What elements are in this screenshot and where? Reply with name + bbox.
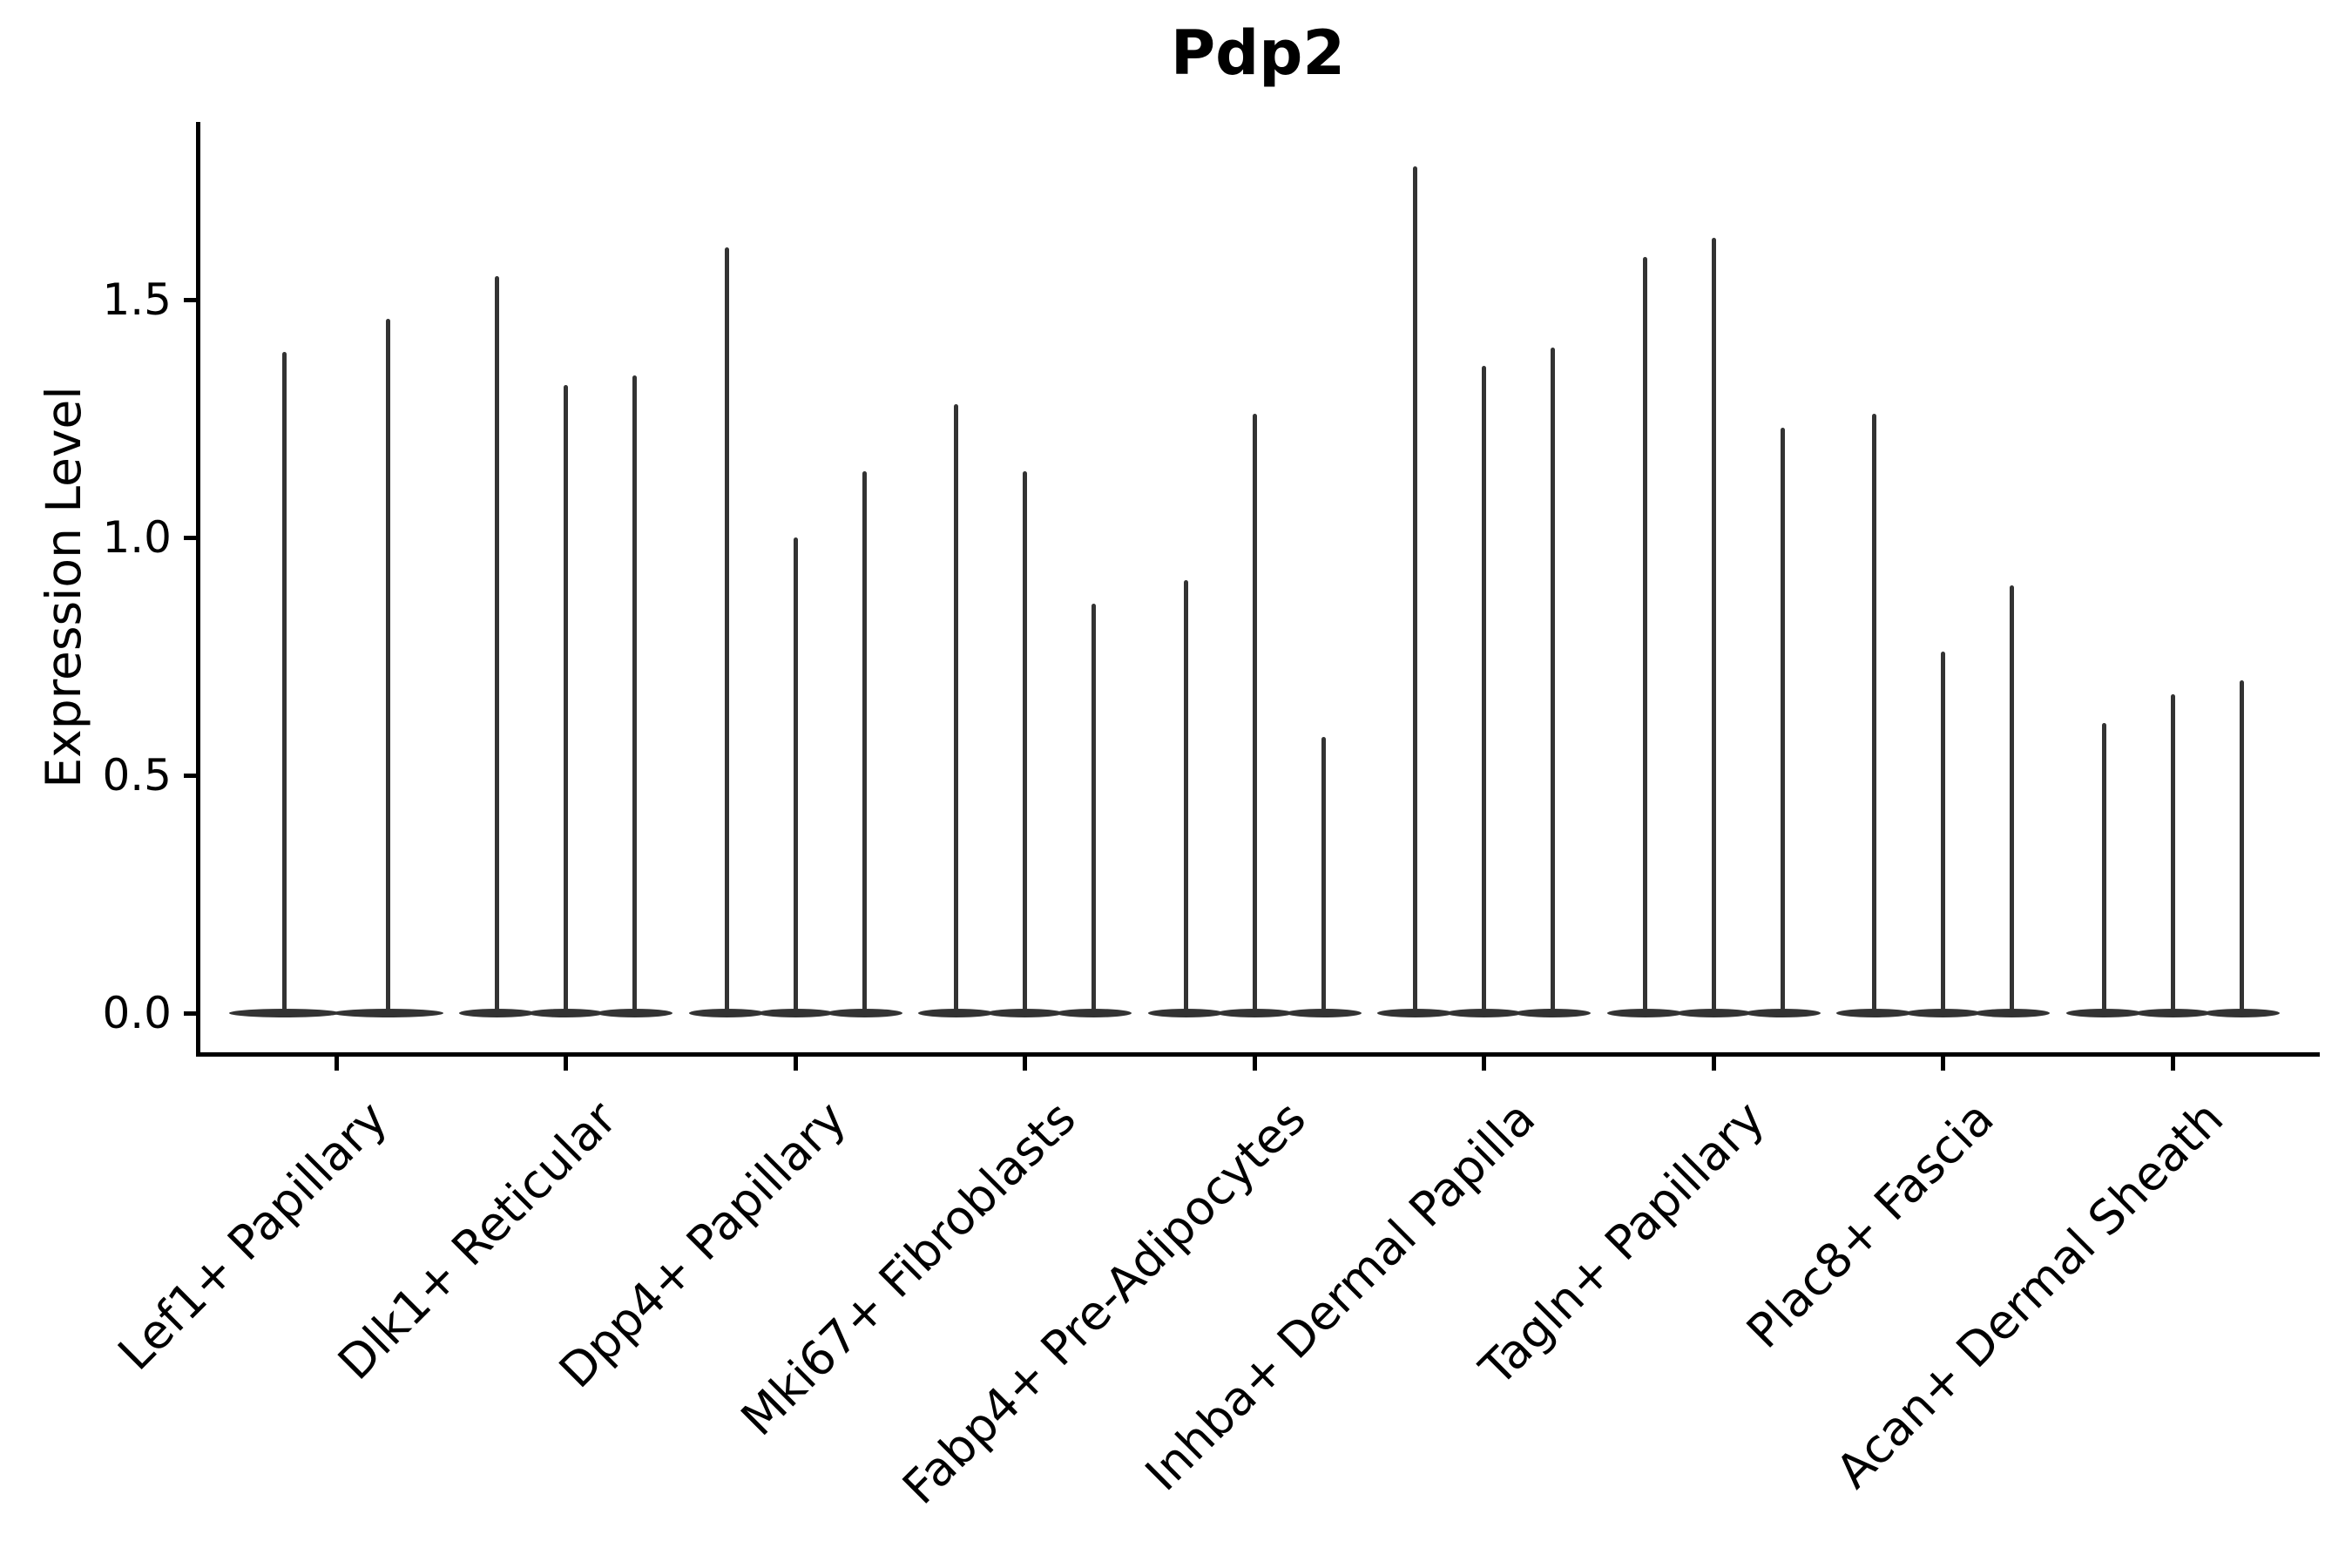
violin-body [1285, 1009, 1362, 1017]
violin-body [1377, 1009, 1453, 1017]
violin-body [918, 1009, 994, 1017]
violin-spike [495, 275, 499, 1013]
violin-spike [2010, 585, 2014, 1013]
violin-body [2065, 1009, 2142, 1017]
x-tick-mark [1252, 1057, 1257, 1071]
violin-body [1675, 1009, 1752, 1017]
violin-spike [2170, 694, 2175, 1013]
x-tick-mark [1941, 1057, 1945, 1071]
violin-spike [1023, 470, 1027, 1013]
violin-spike [282, 352, 287, 1013]
x-axis-category-label: Inhba+ Dermal Papilla [1134, 1091, 1546, 1502]
x-axis-category-label: Acan+ Dermal Sheath [1826, 1091, 2234, 1499]
violin-body [2203, 1009, 2280, 1017]
violin-spike [1321, 737, 1326, 1013]
y-tick-mark [184, 774, 196, 778]
violin-spike [1872, 414, 1876, 1013]
x-tick-mark [334, 1057, 339, 1071]
violin-spike [564, 385, 568, 1013]
violin-spike [1780, 428, 1785, 1013]
y-tick-mark [184, 1011, 196, 1016]
violin-body [757, 1009, 834, 1017]
y-tick-label: 1.5 [102, 274, 172, 325]
y-tick-mark [184, 298, 196, 302]
violin-body [1836, 1009, 1912, 1017]
violin-spike [2101, 722, 2106, 1013]
violin-body [1515, 1009, 1591, 1017]
violin-body [1905, 1009, 1981, 1017]
x-axis-spine [196, 1052, 2320, 1057]
x-tick-mark [564, 1057, 568, 1071]
violin-body [1974, 1009, 2050, 1017]
x-axis-category-label: Fabp4+ Pre-Adipocytes [891, 1091, 1316, 1515]
violin-body [1446, 1009, 1522, 1017]
violin-spike [724, 247, 729, 1013]
y-tick-mark [184, 536, 196, 540]
violin-body [2134, 1009, 2211, 1017]
violin-body [1606, 1009, 1683, 1017]
violin-spike [386, 318, 390, 1013]
violin-body [688, 1009, 765, 1017]
y-axis-label: Expression Level [36, 386, 91, 788]
violin-spike [1413, 166, 1417, 1013]
violin-spike [862, 470, 867, 1013]
violin-body [1216, 1009, 1293, 1017]
violin-spike [632, 375, 637, 1013]
violin-spike [1642, 256, 1647, 1013]
violin-body [1744, 1009, 1821, 1017]
violin-body [987, 1009, 1063, 1017]
y-tick-label: 1.0 [102, 512, 172, 563]
x-tick-mark [2170, 1057, 2175, 1071]
violin-spike [1941, 652, 1945, 1013]
violin-body [459, 1009, 535, 1017]
y-axis-spine [196, 122, 200, 1057]
violin-spike [954, 404, 958, 1013]
x-tick-mark [1482, 1057, 1486, 1071]
violin-spike [1482, 366, 1486, 1013]
violin-body [528, 1009, 604, 1017]
violin-body [333, 1009, 443, 1017]
y-tick-label: 0.0 [102, 988, 172, 1038]
violin-spike [1551, 347, 1555, 1013]
x-tick-mark [793, 1057, 798, 1071]
x-axis-category-label: Plac8+ Fascia [1736, 1091, 2005, 1359]
violin-body [1147, 1009, 1224, 1017]
violin-body [1056, 1009, 1132, 1017]
violin-spike [1711, 238, 1716, 1013]
violin-spike [793, 537, 798, 1013]
x-tick-mark [1711, 1057, 1716, 1071]
y-tick-label: 0.5 [102, 750, 172, 801]
violin-spike [2239, 679, 2244, 1013]
violin-spike [1092, 604, 1096, 1013]
chart-title: Pdp2 [1170, 17, 1346, 89]
x-tick-mark [1023, 1057, 1027, 1071]
violin-spike [1252, 414, 1257, 1013]
violin-body [229, 1009, 340, 1017]
violin-body [597, 1009, 672, 1017]
violin-spike [1183, 580, 1188, 1013]
violin-body [826, 1009, 902, 1017]
